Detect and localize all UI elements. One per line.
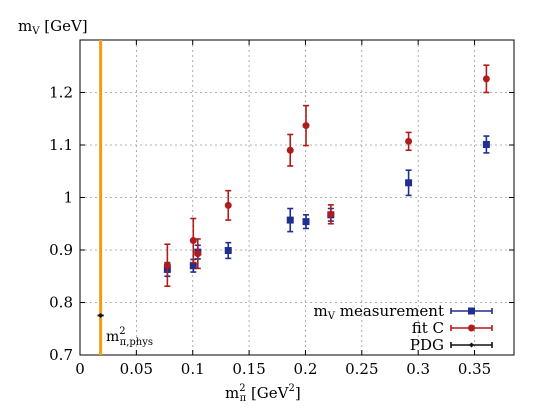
x-tick-label: 0	[75, 360, 85, 378]
x-axis-label: m2 π [GeV2]	[225, 383, 301, 404]
legend-label-measurement: mV measurement	[314, 302, 445, 322]
data-point	[286, 146, 294, 154]
data-point	[98, 312, 104, 318]
data-point	[405, 137, 413, 145]
x-axis-label-sup: 2	[239, 383, 245, 394]
marks	[97, 64, 490, 318]
data-point	[189, 262, 197, 270]
x-tick-label: 0.35	[458, 360, 491, 378]
series-fit-c	[163, 64, 490, 288]
data-point	[224, 247, 232, 255]
data-point	[302, 122, 310, 130]
legend-label-pdg: PDG	[410, 336, 444, 354]
data-point	[327, 210, 335, 218]
y-tick-label: 0.9	[49, 241, 73, 259]
y-tick-label: 1.1	[49, 136, 73, 154]
pion-mass-annotation: m2 π,phys	[106, 326, 153, 348]
y-axis-label-sub: V	[31, 26, 40, 37]
data-point	[189, 237, 197, 245]
x-tick-label: 0.2	[294, 360, 318, 378]
y-tick-label: 0.7	[49, 346, 73, 364]
legend-measurement-name: measurement	[340, 302, 444, 320]
data-point	[224, 201, 232, 209]
x-axis-label-sub: π	[240, 393, 247, 404]
ticks: 0 0.05 0.1 0.15 0.2 0.25 0.3 0.35 0.7 0.8 0.9 1 1.1 1…	[49, 40, 514, 378]
y-tick-label: 1.2	[49, 84, 73, 102]
series-pdg	[97, 312, 104, 318]
data-point	[194, 250, 202, 258]
data-point	[163, 261, 171, 269]
y-axis-label: mV [GeV]	[18, 17, 88, 37]
data-point	[286, 216, 294, 224]
data-point	[405, 179, 413, 187]
data-point	[482, 140, 490, 148]
x-tick-label: 0.1	[181, 360, 205, 378]
x-axis-label-unit: [GeV	[246, 384, 289, 402]
legend-measurement-prefix-sub: V	[327, 311, 336, 322]
series-measurement	[163, 135, 490, 278]
x-axis-label-base: m	[225, 384, 239, 402]
legend-marker	[468, 307, 475, 315]
legend: mV measurement fit C PDG	[314, 302, 493, 354]
legend-markers	[450, 307, 493, 348]
x-tick-label: 0.3	[406, 360, 430, 378]
data-point	[302, 218, 310, 226]
annotation-sup: 2	[119, 326, 125, 337]
y-axis-label-base: m	[18, 17, 32, 35]
y-axis-label-unit: [GeV]	[39, 17, 87, 35]
data-point	[482, 75, 490, 83]
grid	[80, 40, 514, 355]
x-tick-label: 0.05	[120, 360, 153, 378]
legend-marker	[469, 342, 474, 348]
y-tick-label: 1	[63, 189, 73, 207]
annotation-sub: π,phys	[120, 337, 153, 348]
legend-label-fit-c: fit C	[412, 319, 444, 337]
x-tick-label: 0.25	[345, 360, 378, 378]
y-tick-label: 0.8	[49, 294, 73, 312]
x-axis-label-unit-end: ]	[295, 384, 301, 402]
legend-marker	[468, 324, 475, 332]
x-axis-label-unit-sup: 2	[289, 383, 295, 394]
annotation-base: m	[106, 329, 119, 345]
x-tick-label: 0.15	[232, 360, 265, 378]
legend-measurement-prefix-base: m	[314, 302, 328, 320]
